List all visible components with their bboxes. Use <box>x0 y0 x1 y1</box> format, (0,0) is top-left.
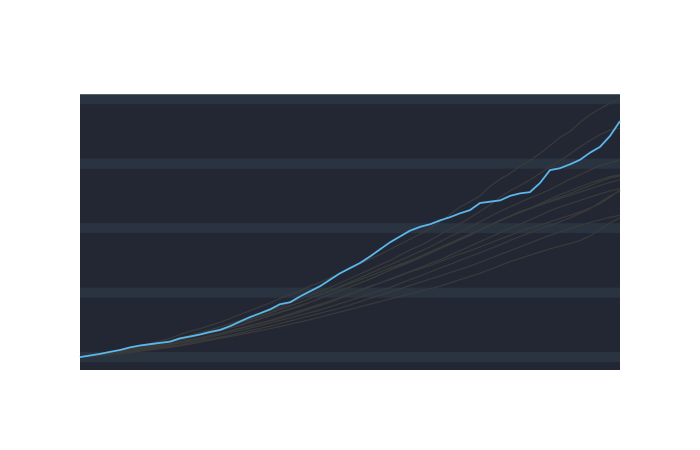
grid-band-4 <box>80 94 620 104</box>
grid-band-0 <box>80 352 620 362</box>
grid-band-1 <box>80 288 620 298</box>
grid-band-3 <box>80 159 620 169</box>
